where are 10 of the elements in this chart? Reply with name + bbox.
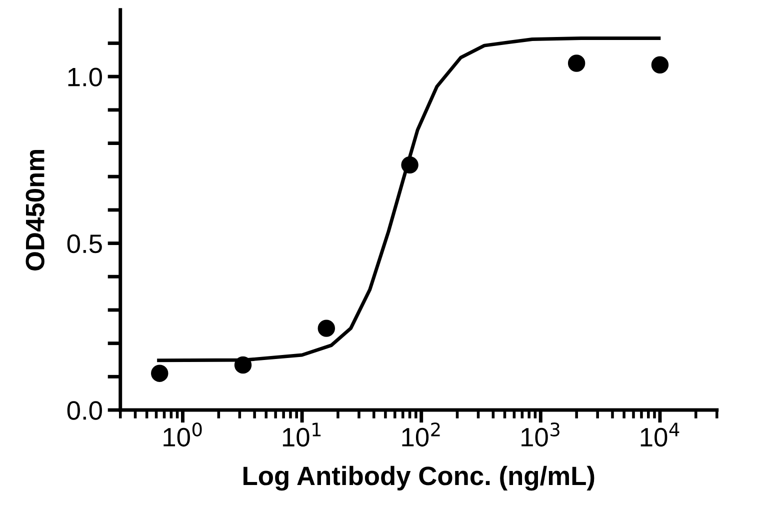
y-tick-label: 0.5 (67, 234, 102, 254)
x-tick-label: 10$^{0}$ (164, 422, 202, 447)
x-tick-label: 10$^{1}$ (282, 422, 321, 447)
y-tick-label: 1.0 (68, 68, 102, 86)
x-tick-label: 10$^{4}$ (640, 422, 680, 447)
x-tick-label: 10$^{3}$ (522, 422, 560, 447)
y-axis-title: OD450nm (26, 150, 44, 270)
y-tick-label: 0.0 (67, 401, 102, 420)
x-tick-label: 10$^{2}$ (402, 422, 440, 447)
x-axis-title: Log Antibody Conc. (ng/mL) (244, 466, 594, 491)
